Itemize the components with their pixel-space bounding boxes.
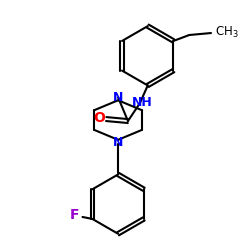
Text: CH$_3$: CH$_3$ <box>215 24 239 40</box>
Text: NH: NH <box>132 96 152 109</box>
Text: N: N <box>113 91 123 104</box>
Text: F: F <box>70 208 79 222</box>
Text: N: N <box>113 136 123 149</box>
Text: O: O <box>93 111 105 125</box>
